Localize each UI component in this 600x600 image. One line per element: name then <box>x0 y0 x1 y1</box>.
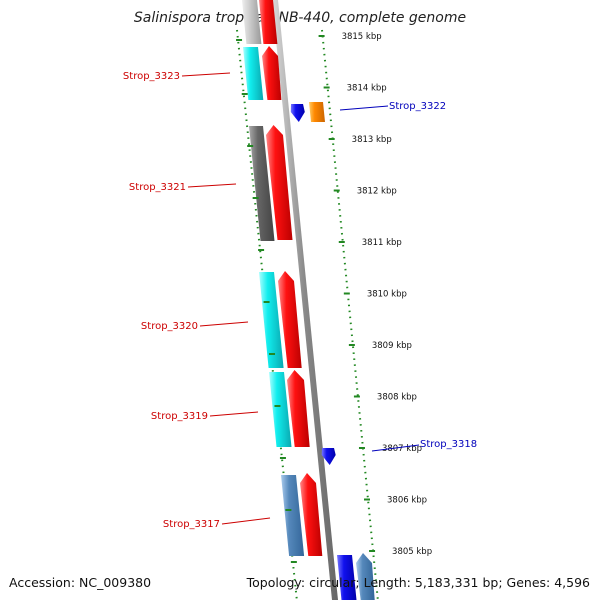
genome-backbone <box>272 0 338 600</box>
scale-tick-label: 3810 kbp <box>367 290 407 300</box>
gene-partial-bottom-blue[interactable] <box>337 555 357 600</box>
gene-label-strop-3322[interactable]: Strop_3322 <box>389 101 446 112</box>
gene-label-strop-3321[interactable]: Strop_3321 <box>129 182 186 193</box>
gene-label-leader <box>187 183 237 188</box>
scale-tick-label: 3805 kbp <box>392 547 432 557</box>
gene-strop-3318[interactable] <box>321 448 336 465</box>
topology-text: Topology: circular; Length: 5,183,331 bp… <box>246 575 590 590</box>
gene-label-leader <box>339 105 389 111</box>
gene-label-strop-3323[interactable]: Strop_3323 <box>123 71 180 82</box>
gene-partial-top-gray[interactable] <box>242 0 262 44</box>
scale-tick-label: 3811 kbp <box>362 238 402 248</box>
gene-strop-3317[interactable] <box>281 475 305 556</box>
gene-label-leader <box>209 411 259 417</box>
scale-tick-label: 3806 kbp <box>387 496 427 506</box>
scale-ticks: 3815 kbp 3814 kbp 3813 kbp 3812 kbp 3811 kbp… <box>236 32 432 563</box>
gene-label-leader <box>221 517 271 525</box>
gene-label-leader <box>199 321 249 327</box>
gene-label-leader <box>371 444 420 452</box>
gene-labels: Strop_3323 Strop_3322 Strop_3321 Strop_3320… <box>123 71 477 530</box>
gene-red-3319-plus[interactable] <box>287 370 310 447</box>
gene-strop-3320[interactable] <box>259 272 284 368</box>
gene-blue-small[interactable] <box>290 104 305 122</box>
gene-partial-bottom-steel[interactable] <box>356 553 375 600</box>
gene-partial-top-red[interactable] <box>259 0 278 44</box>
scale-tick-label: 3814 kbp <box>347 84 387 94</box>
scale-tick-label: 3807 kbp <box>382 444 422 454</box>
gene-red-3320-plus[interactable] <box>278 271 302 368</box>
gene-strop-3319[interactable] <box>269 372 292 447</box>
scale-tick-label: 3812 kbp <box>357 187 397 197</box>
scale-tick-label: 3813 kbp <box>352 135 392 145</box>
accession-text: Accession: NC_009380 <box>9 575 151 590</box>
gene-strop-3322[interactable] <box>309 102 325 122</box>
gene-strop-3323[interactable] <box>243 47 264 100</box>
gene-red-3323-plus[interactable] <box>262 46 282 100</box>
gene-label-strop-3320[interactable]: Strop_3320 <box>141 321 198 332</box>
backbone-bar <box>272 0 338 600</box>
gene-label-strop-3317[interactable]: Strop_3317 <box>163 519 220 530</box>
gene-strop-3321[interactable] <box>249 126 275 241</box>
gene-label-strop-3318[interactable]: Strop_3318 <box>420 439 477 450</box>
scale-tick-label: 3808 kbp <box>377 393 417 403</box>
ruler-line <box>321 29 379 600</box>
gene-red-3321-plus[interactable] <box>266 125 293 240</box>
gene-label-leader <box>181 72 231 77</box>
scale-tick-label: 3809 kbp <box>372 341 412 351</box>
gene-label-strop-3319[interactable]: Strop_3319 <box>151 411 208 422</box>
gene-features <box>242 0 375 600</box>
scale-tick-label: 3815 kbp <box>342 32 382 42</box>
map-title: Salinispora tropica CNB-440, complete ge… <box>134 10 466 26</box>
gene-red-3317-plus[interactable] <box>300 473 323 556</box>
